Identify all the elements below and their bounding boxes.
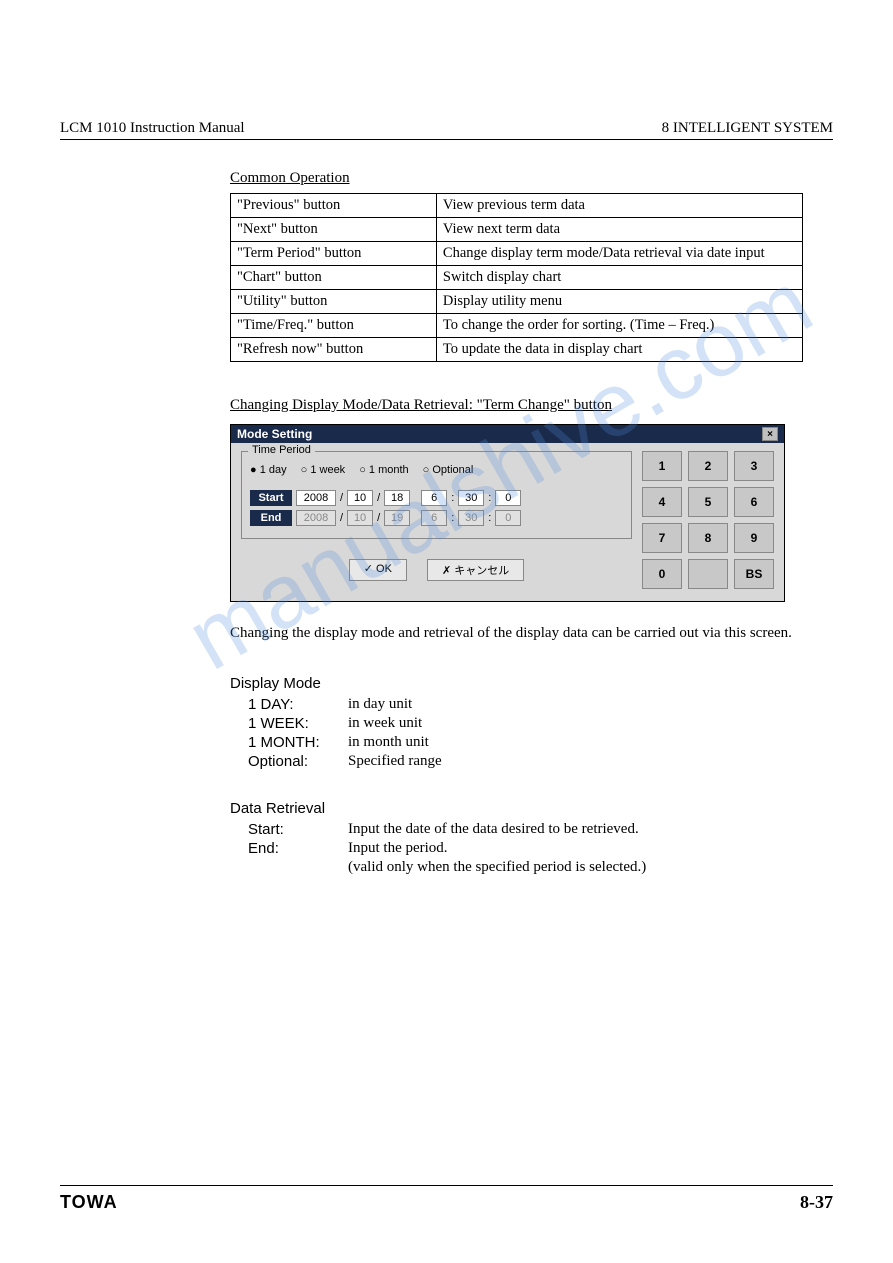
- mode-label: Optional:: [248, 753, 348, 770]
- radio-1month[interactable]: 1 month: [359, 464, 408, 476]
- end-month[interactable]: 10: [347, 510, 373, 526]
- key-2[interactable]: 2: [688, 451, 728, 481]
- key-5[interactable]: 5: [688, 487, 728, 517]
- dialog-title-text: Mode Setting: [237, 427, 312, 441]
- end-label: End: [250, 510, 292, 526]
- radio-1week[interactable]: 1 week: [301, 464, 346, 476]
- header-right: 8 INTELLIGENT SYSTEM: [662, 120, 833, 137]
- page-header: LCM 1010 Instruction Manual 8 INTELLIGEN…: [60, 120, 833, 140]
- op-button-cell: "Previous" button: [231, 194, 437, 218]
- mode-desc: in day unit: [348, 696, 412, 713]
- table-row: "Term Period" buttonChange display term …: [231, 242, 803, 266]
- key-4[interactable]: 4: [642, 487, 682, 517]
- dialog-titlebar: Mode Setting ×: [231, 425, 784, 443]
- retrieval-desc: Input the date of the data desired to be…: [348, 821, 639, 838]
- table-row: "Chart" buttonSwitch display chart: [231, 266, 803, 290]
- common-operation-title: Common Operation: [230, 170, 803, 187]
- fieldset-legend: Time Period: [248, 444, 315, 456]
- start-hour[interactable]: 6: [421, 490, 447, 506]
- start-min[interactable]: 30: [458, 490, 484, 506]
- cancel-button[interactable]: ✗ キャンセル: [427, 559, 524, 581]
- op-button-cell: "Term Period" button: [231, 242, 437, 266]
- key-6[interactable]: 6: [734, 487, 774, 517]
- start-month[interactable]: 10: [347, 490, 373, 506]
- ok-button[interactable]: ✓ OK: [349, 559, 407, 581]
- retrieval-label: End:: [248, 840, 348, 857]
- retrieval-label: Start:: [248, 821, 348, 838]
- display-mode-heading: Display Mode: [230, 675, 803, 692]
- radio-optional[interactable]: Optional: [423, 464, 474, 476]
- footer-logo: TOWA: [60, 1192, 118, 1213]
- end-hour[interactable]: 6: [421, 510, 447, 526]
- table-row: "Utility" buttonDisplay utility menu: [231, 290, 803, 314]
- start-year[interactable]: 2008: [296, 490, 336, 506]
- mode-label: 1 DAY:: [248, 696, 348, 713]
- retrieval-desc: (valid only when the specified period is…: [348, 859, 646, 876]
- key-1[interactable]: 1: [642, 451, 682, 481]
- start-date-row: Start 2008/ 10/ 18 6: 30: 0: [250, 490, 623, 506]
- subsection-title: Changing Display Mode/Data Retrieval: "T…: [230, 397, 803, 414]
- op-desc-cell: To update the data in display chart: [436, 338, 802, 362]
- radio-1day[interactable]: 1 day: [250, 464, 287, 476]
- key-blank[interactable]: [688, 559, 728, 589]
- mode-desc: in month unit: [348, 734, 429, 751]
- key-bs[interactable]: BS: [734, 559, 774, 589]
- key-9[interactable]: 9: [734, 523, 774, 553]
- mode-desc: Specified range: [348, 753, 442, 770]
- op-button-cell: "Refresh now" button: [231, 338, 437, 362]
- end-sec[interactable]: 0: [495, 510, 521, 526]
- op-desc-cell: Switch display chart: [436, 266, 802, 290]
- table-row: "Previous" buttonView previous term data: [231, 194, 803, 218]
- retrieval-label: [248, 859, 348, 876]
- common-operation-table: "Previous" buttonView previous term data…: [230, 193, 803, 362]
- data-retrieval-heading: Data Retrieval: [230, 800, 803, 817]
- page-footer: TOWA 8-37: [60, 1185, 833, 1213]
- time-period-fieldset: Time Period 1 day 1 week 1 month Optiona…: [241, 451, 632, 539]
- op-button-cell: "Chart" button: [231, 266, 437, 290]
- mode-label: 1 MONTH:: [248, 734, 348, 751]
- op-desc-cell: View previous term data: [436, 194, 802, 218]
- op-desc-cell: To change the order for sorting. (Time –…: [436, 314, 802, 338]
- op-button-cell: "Utility" button: [231, 290, 437, 314]
- numeric-keypad: 1 2 3 4 5 6 7 8 9 0 BS: [642, 451, 774, 589]
- header-left: LCM 1010 Instruction Manual: [60, 120, 245, 137]
- end-day[interactable]: 19: [384, 510, 410, 526]
- start-day[interactable]: 18: [384, 490, 410, 506]
- op-button-cell: "Time/Freq." button: [231, 314, 437, 338]
- table-row: "Next" buttonView next term data: [231, 218, 803, 242]
- mode-label: 1 WEEK:: [248, 715, 348, 732]
- op-desc-cell: Display utility menu: [436, 290, 802, 314]
- table-row: "Refresh now" buttonTo update the data i…: [231, 338, 803, 362]
- retrieval-desc: Input the period.: [348, 840, 448, 857]
- op-button-cell: "Next" button: [231, 218, 437, 242]
- table-row: "Time/Freq." buttonTo change the order f…: [231, 314, 803, 338]
- start-label: Start: [250, 490, 292, 506]
- close-icon[interactable]: ×: [762, 427, 778, 441]
- description-text: Changing the display mode and retrieval …: [230, 622, 803, 645]
- op-desc-cell: View next term data: [436, 218, 802, 242]
- key-0[interactable]: 0: [642, 559, 682, 589]
- end-date-row: End 2008/ 10/ 19 6: 30: 0: [250, 510, 623, 526]
- key-3[interactable]: 3: [734, 451, 774, 481]
- end-min[interactable]: 30: [458, 510, 484, 526]
- op-desc-cell: Change display term mode/Data retrieval …: [436, 242, 802, 266]
- page-number: 8-37: [800, 1192, 833, 1213]
- key-8[interactable]: 8: [688, 523, 728, 553]
- mode-setting-dialog: Mode Setting × Time Period 1 day 1 week …: [230, 424, 785, 602]
- mode-desc: in week unit: [348, 715, 422, 732]
- key-7[interactable]: 7: [642, 523, 682, 553]
- end-year[interactable]: 2008: [296, 510, 336, 526]
- start-sec[interactable]: 0: [495, 490, 521, 506]
